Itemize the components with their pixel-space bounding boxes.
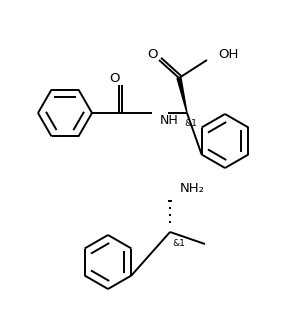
- Text: OH: OH: [218, 49, 238, 61]
- Text: &1: &1: [184, 118, 197, 128]
- Text: &1: &1: [172, 239, 185, 248]
- Text: NH: NH: [160, 113, 179, 126]
- Text: O: O: [110, 71, 120, 84]
- Text: O: O: [148, 49, 158, 61]
- Polygon shape: [177, 78, 187, 113]
- Text: NH₂: NH₂: [180, 183, 205, 196]
